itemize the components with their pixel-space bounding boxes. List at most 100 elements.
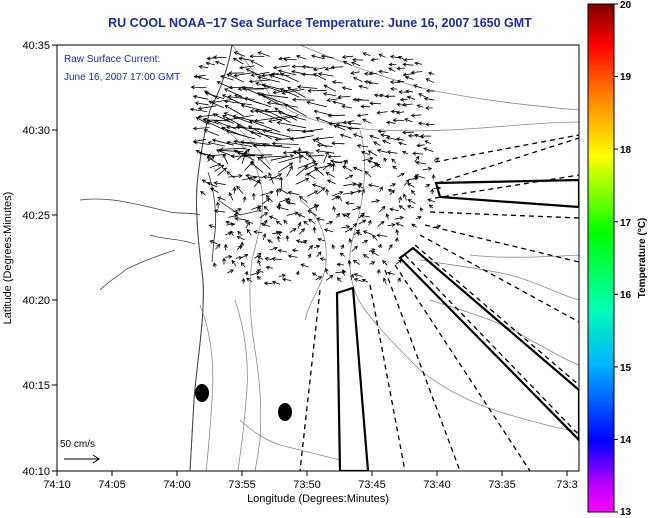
current-vector <box>378 130 386 133</box>
current-vector <box>253 179 261 188</box>
current-vector-head <box>264 256 269 261</box>
current-vector-head <box>223 243 228 248</box>
current-vector <box>292 249 299 252</box>
current-vector <box>220 147 247 150</box>
current-vector <box>423 147 434 152</box>
current-vector-head <box>392 165 397 170</box>
current-vector-head <box>263 281 268 286</box>
current-vector <box>316 187 326 195</box>
current-vector-head <box>397 56 403 60</box>
current-vector <box>371 164 380 168</box>
current-vector-head <box>295 270 300 276</box>
current-vector <box>341 226 350 229</box>
current-vector <box>424 140 431 144</box>
current-vector-head <box>256 269 261 274</box>
current-vector-head <box>276 120 281 125</box>
current-vector <box>314 245 320 249</box>
current-vector-head <box>272 65 277 70</box>
current-vector <box>262 144 291 149</box>
current-vector-head <box>204 91 209 96</box>
current-vector <box>259 212 268 219</box>
current-vector-head <box>427 71 433 76</box>
current-vector <box>353 259 360 265</box>
current-vector-head <box>305 151 310 156</box>
current-vector <box>245 220 254 224</box>
current-vector <box>326 172 336 178</box>
current-vector <box>325 274 334 281</box>
current-vector <box>433 187 441 189</box>
current-vector-head <box>388 244 393 249</box>
current-vector-head <box>266 101 272 106</box>
current-vector <box>396 138 405 141</box>
current-vector-head <box>358 84 363 89</box>
coastline <box>189 45 233 471</box>
current-vector <box>228 175 242 178</box>
current-vector-head <box>287 254 292 259</box>
current-vector-head <box>246 148 251 153</box>
current-vector-head <box>427 166 433 171</box>
current-vector-head <box>309 245 314 250</box>
current-vector-head <box>401 150 407 155</box>
current-vector-head <box>378 53 383 58</box>
current-vector-head <box>397 259 403 264</box>
current-vector <box>277 122 307 129</box>
sampling-spot <box>278 403 292 421</box>
current-vector-head <box>352 57 357 62</box>
current-vector <box>350 71 360 74</box>
current-vector-head <box>198 151 203 156</box>
current-vector <box>262 94 288 106</box>
current-vector <box>331 142 345 145</box>
y-tick-label: 40:10 <box>22 466 50 478</box>
current-vector <box>363 230 373 235</box>
current-vector <box>405 76 414 80</box>
current-vector-head <box>234 94 239 98</box>
current-vector <box>250 162 264 173</box>
current-vector-head <box>261 73 266 78</box>
current-vector <box>302 128 324 133</box>
current-vector-head <box>369 134 374 139</box>
y-tick-label: 40:30 <box>22 125 50 137</box>
current-vector-head <box>352 182 357 187</box>
current-vector-head <box>370 57 375 62</box>
current-vector <box>269 74 291 83</box>
current-vector-head <box>297 147 302 152</box>
current-vector-head <box>403 193 407 198</box>
current-vector-head <box>263 212 268 216</box>
current-vector-head <box>233 73 238 78</box>
current-vector-head <box>398 89 403 95</box>
current-vector-head <box>325 172 330 176</box>
current-vector-head <box>213 209 219 214</box>
current-vector <box>357 145 369 148</box>
current-vector <box>368 150 378 156</box>
current-vector <box>327 98 342 101</box>
current-vector <box>348 260 351 267</box>
current-vector <box>386 121 396 124</box>
current-vector-head <box>341 54 346 59</box>
current-vector-head <box>291 64 296 69</box>
current-vector <box>369 72 378 75</box>
current-vector-head <box>294 211 299 216</box>
current-vector-head <box>353 277 358 282</box>
current-vector-head <box>335 123 341 128</box>
current-vector-head <box>270 72 275 77</box>
current-vector-head <box>278 111 283 115</box>
current-vector-head <box>382 139 387 144</box>
x-tick-marks <box>56 471 568 476</box>
current-vector-head <box>221 126 226 131</box>
current-vector-head <box>417 216 422 220</box>
current-vector-head <box>271 280 277 285</box>
current-vector-head <box>424 140 429 145</box>
current-vector-head <box>239 140 245 145</box>
current-vector-head <box>244 270 249 275</box>
current-vector-head <box>234 210 240 215</box>
current-vector <box>337 277 342 283</box>
current-vector <box>376 234 388 237</box>
current-vector <box>257 157 271 170</box>
current-vector-head <box>311 272 317 277</box>
current-vector <box>428 72 435 75</box>
current-vector <box>417 144 425 147</box>
current-vector <box>243 196 246 203</box>
current-vector-head <box>329 274 334 279</box>
current-vector <box>300 263 309 268</box>
current-vector-head <box>200 190 205 195</box>
